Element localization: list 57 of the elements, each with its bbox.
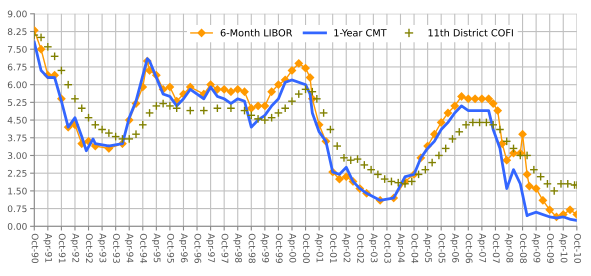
x-tick-label: Apr-94 — [124, 233, 134, 263]
x-tick-label: Oct-95 — [167, 234, 174, 263]
y-tick-label: 6.00 — [8, 81, 27, 88]
legend-label: 1-Year CMT — [334, 29, 387, 36]
x-tick-label: Oct-99 — [276, 234, 283, 263]
x-tick-label: Apr-96 — [179, 233, 188, 262]
x-tick-label: Apr-09 — [532, 233, 540, 262]
x-tick-label: Oct-01 — [330, 234, 337, 263]
x-tick-label: Apr-06 — [450, 233, 459, 262]
y-tick-label: 9.00 — [8, 10, 27, 18]
x-tick-label: Oct-98 — [248, 234, 256, 263]
y-tick-label: 2.25 — [8, 170, 27, 177]
x-tick-label: Apr-08 — [504, 233, 514, 262]
y-tick-label: 3.00 — [8, 152, 27, 160]
y-tick-label: 0.00 — [8, 223, 27, 230]
x-tick-label: Apr-07 — [478, 233, 486, 262]
x-tick-label: Oct-94 — [140, 234, 147, 264]
y-tick-label: 4.50 — [8, 116, 27, 124]
x-tick-label: Oct-10 — [574, 234, 582, 264]
y-tick-label: 0.75 — [8, 205, 27, 212]
x-tick-label: Apr-05 — [423, 233, 432, 262]
x-tick-label: Apr-02 — [342, 233, 350, 262]
x-tick-label: Oct-90 — [32, 234, 38, 264]
x-tick-label: Oct-07 — [492, 234, 500, 263]
x-tick-label: Apr-95 — [152, 233, 161, 262]
x-tick-label: Oct-97 — [222, 234, 228, 263]
x-tick-label: Apr-97 — [206, 233, 215, 262]
x-tick-label: Apr-98 — [233, 233, 242, 262]
x-tick-label: Oct-00 — [302, 234, 310, 264]
x-tick-label: Oct-92 — [86, 234, 93, 263]
x-tick-label: Oct-09 — [547, 234, 554, 263]
legend-label: 11th District COFI — [428, 28, 513, 36]
x-tick-label: Oct-91 — [58, 234, 66, 263]
x-tick-label: Oct-06 — [466, 234, 473, 264]
x-tick-label: Apr-03 — [368, 233, 378, 262]
x-tick-label: Apr-99 — [260, 233, 270, 262]
y-tick-label: 1.50 — [8, 188, 27, 194]
x-tick-label: Oct-96 — [194, 234, 202, 264]
x-tick-label: Oct-03 — [384, 234, 392, 263]
x-tick-label: Apr-93 — [98, 233, 106, 262]
x-tick-label: Oct-02 — [357, 234, 364, 263]
x-tick-label: Apr-01 — [314, 233, 324, 262]
x-tick-label: Oct-08 — [520, 234, 527, 263]
y-tick-label: 3.75 — [8, 134, 27, 142]
x-tick-label: Apr-92 — [70, 233, 80, 262]
x-tick-label: Apr-04 — [396, 233, 405, 263]
y-tick-label: 5.25 — [8, 99, 27, 106]
y-tick-label: 7.50 — [8, 46, 27, 53]
x-tick-label: Apr-00 — [288, 233, 296, 262]
y-tick-label: 6.75 — [8, 64, 27, 70]
y-tick-label: 8.25 — [8, 28, 27, 36]
x-tick-label: Oct-93 — [113, 234, 120, 263]
legend-label: 6-Month LIBOR — [220, 28, 292, 36]
x-tick-label: Apr-91 — [43, 233, 52, 262]
x-tick-label: Oct-04 — [411, 234, 418, 264]
x-tick-label: Apr-10 — [558, 233, 568, 262]
x-tick-label: Oct-05 — [438, 234, 446, 263]
